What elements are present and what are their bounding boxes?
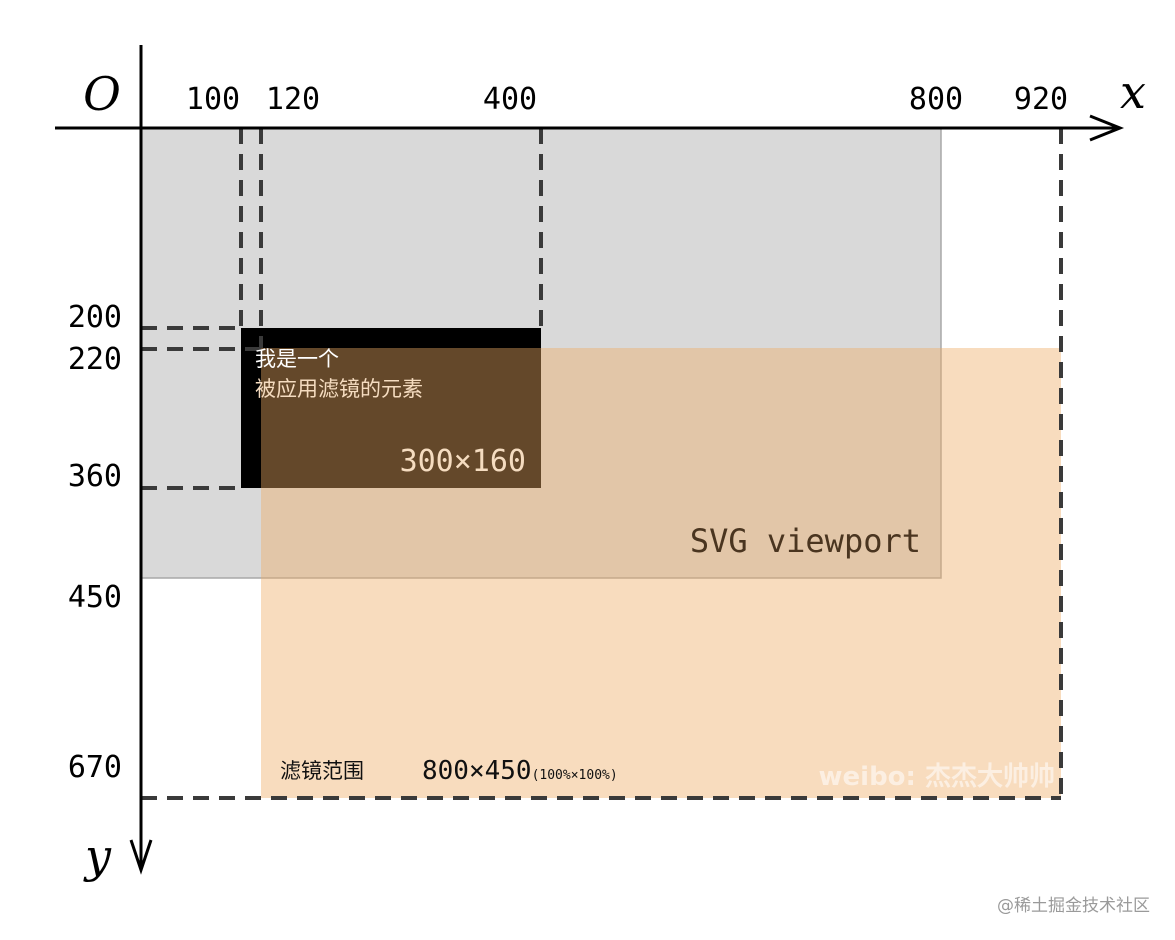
- y-tick-label: 200: [68, 300, 122, 335]
- filter-region: [261, 348, 1061, 798]
- x-tick-label: 800: [909, 82, 963, 117]
- filter-region-size: 800×450(100%×100%): [422, 756, 618, 786]
- x-axis-label: x: [1120, 65, 1146, 119]
- y-tick-label: 450: [68, 580, 122, 615]
- y-tick-label: 670: [68, 750, 122, 785]
- size: 800×450: [422, 756, 532, 786]
- guide-lines: [141, 128, 1063, 800]
- axes: [55, 45, 1125, 875]
- filter-region-label: 滤镜范围: [280, 759, 364, 783]
- x-tick-label: 920: [1014, 82, 1068, 117]
- credit: @稀土掘金技术社区: [997, 896, 1150, 916]
- note: (100%×100%): [532, 768, 618, 783]
- x-tick-label: 100: [186, 82, 240, 117]
- element-text: 我是一个: [255, 347, 339, 371]
- origin-label: O: [83, 67, 121, 121]
- x-tick-label: 120: [266, 82, 320, 117]
- element-size: 300×160: [400, 444, 526, 479]
- y-axis-label: y: [83, 829, 112, 883]
- y-tick-label: 220: [68, 342, 122, 377]
- y-tick-label: 360: [68, 459, 122, 494]
- filtered-element: [241, 328, 541, 488]
- x-tick-label: 400: [483, 82, 537, 117]
- watermark: weibo: 杰杰大帅帅: [819, 762, 1056, 792]
- element-text: 被应用滤镜的元素: [255, 377, 423, 401]
- viewport-label: SVG viewport: [690, 522, 921, 560]
